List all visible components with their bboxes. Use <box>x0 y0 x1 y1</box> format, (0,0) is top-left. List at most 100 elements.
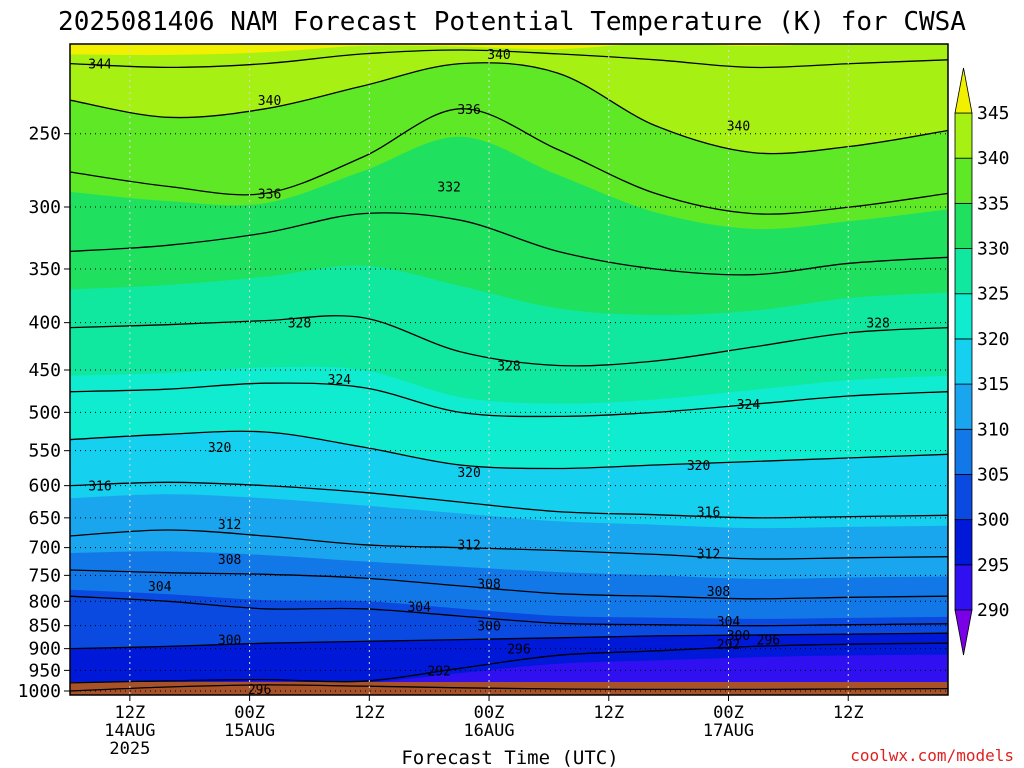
contour-label: 328 <box>866 317 889 332</box>
colorbar-segment-335 <box>954 157 973 204</box>
y-tick-label: 400 <box>28 313 61 334</box>
x-tick-label: 12Z <box>833 703 864 723</box>
contour-label: 300 <box>727 629 750 644</box>
y-axis: 2503003504004505005506006507007508008509… <box>18 124 70 702</box>
contour-label: 316 <box>88 480 111 495</box>
x-tick-date: 17AUG <box>703 721 754 741</box>
contour-label: 312 <box>218 518 241 533</box>
y-tick-label: 350 <box>28 259 61 280</box>
contour-label: 320 <box>457 466 480 481</box>
color-fill-bands <box>70 44 948 695</box>
contour-label: 324 <box>328 373 352 388</box>
colorbar-extend-bottom <box>954 609 973 656</box>
isotherm-328 <box>70 315 948 367</box>
contour-labels: 344 340 340 336 340 336 332 328 328 328 324 324 320 3… <box>88 48 890 698</box>
isotherm-340 <box>70 62 948 155</box>
isotherm-332 <box>70 212 948 276</box>
colorbar-segment-305 <box>954 428 973 475</box>
colorbar-label: 345 <box>977 103 1010 124</box>
colorbar-label: 305 <box>977 464 1010 485</box>
contour-label: 336 <box>457 103 480 118</box>
isotherm-300 <box>70 632 948 650</box>
y-tick-label: 750 <box>28 565 61 586</box>
contour-label: 300 <box>477 620 500 635</box>
colorbar-label: 325 <box>977 284 1010 305</box>
colorbar-extend-top <box>954 67 973 114</box>
colorbar-label: 310 <box>977 419 1010 440</box>
contour-label: 292 <box>427 664 450 679</box>
y-tick-label: 850 <box>28 616 61 637</box>
y-tick-label: 800 <box>28 591 61 612</box>
colorbar-segment-325 <box>954 248 973 295</box>
y-tick-label: 450 <box>28 360 61 381</box>
isotherm-320 <box>70 430 948 470</box>
contour-label: 300 <box>218 634 241 649</box>
colorbar-label: 295 <box>977 555 1010 576</box>
isotherm-308 <box>70 569 948 600</box>
contour-label: 320 <box>687 459 710 474</box>
contour-label: 336 <box>258 187 281 202</box>
isotherm-312 <box>70 529 948 560</box>
contour-label: 340 <box>727 120 750 135</box>
plot-area: 344 340 340 336 340 336 332 328 328 328 324 324 320 3… <box>69 43 949 698</box>
y-tick-label: 600 <box>28 476 61 497</box>
colorbar-label: 335 <box>977 193 1010 214</box>
time-gridlines <box>129 44 849 695</box>
isotherm-304 <box>70 595 948 627</box>
x-axis-title: Forecast Time (UTC) <box>401 747 618 768</box>
colorbar-label: 300 <box>977 510 1010 531</box>
contour-label: 328 <box>288 317 311 332</box>
contour-label: 320 <box>208 441 231 456</box>
contour-label: 344 <box>88 58 112 73</box>
y-tick-label: 950 <box>28 660 61 681</box>
isotherm-344 <box>70 49 948 69</box>
contour-label: 304 <box>407 600 431 615</box>
colorbar-segment-300 <box>954 474 973 521</box>
credit-text[interactable]: coolwx.com/models <box>850 746 1014 765</box>
contour-label: 312 <box>457 539 480 554</box>
contour-label: 340 <box>487 48 510 63</box>
isotherm-316 <box>70 481 948 519</box>
contour-label: 308 <box>218 553 241 568</box>
y-tick-label: 550 <box>28 441 61 462</box>
contour-label: 304 <box>148 580 172 595</box>
x-tick-label: 00Z <box>474 703 505 723</box>
colorbar-label: 315 <box>977 374 1010 395</box>
y-tick-label: 1000 <box>18 681 61 702</box>
colorbar-segment-320 <box>954 293 973 340</box>
fill-band-340 <box>70 44 948 154</box>
y-tick-label: 250 <box>28 124 61 145</box>
y-tick-label: 650 <box>28 508 61 529</box>
y-tick-label: 500 <box>28 402 61 423</box>
x-tick-date: 14AUG <box>104 721 155 741</box>
colorbar: 290 295 300 305 310 315 320 325 330 335 340 345 <box>954 67 1010 656</box>
y-tick-label: 900 <box>28 639 61 660</box>
contour-label: 324 <box>737 398 761 413</box>
x-tick-year: 2025 <box>109 739 150 759</box>
x-tick-label: 00Z <box>234 703 265 723</box>
contour-label: 328 <box>497 360 520 375</box>
colorbar-segment-295 <box>954 519 973 566</box>
x-tick-date: 15AUG <box>224 721 275 741</box>
colorbar-label: 330 <box>977 239 1010 260</box>
colorbar-segment-330 <box>954 202 973 249</box>
contour-label: 296 <box>757 634 780 649</box>
x-tick-date: 16AUG <box>463 721 514 741</box>
contour-label: 292 <box>717 638 740 653</box>
isotherm-296 <box>70 642 948 684</box>
colorbar-label: 340 <box>977 148 1010 169</box>
contour-label: 296 <box>507 643 530 658</box>
colorbar-segment-340 <box>954 112 973 159</box>
colorbar-label: 320 <box>977 329 1010 350</box>
fill-band-345 <box>70 44 819 56</box>
colorbar-segment-310 <box>954 383 973 430</box>
contour-label: 308 <box>477 577 500 592</box>
isotherm-292 <box>70 684 948 692</box>
contour-label: 332 <box>437 180 460 195</box>
x-tick-label: 12Z <box>354 703 385 723</box>
isotherm-lines <box>70 49 948 692</box>
colorbar-segment-315 <box>954 338 973 385</box>
contour-label: 312 <box>697 547 720 562</box>
